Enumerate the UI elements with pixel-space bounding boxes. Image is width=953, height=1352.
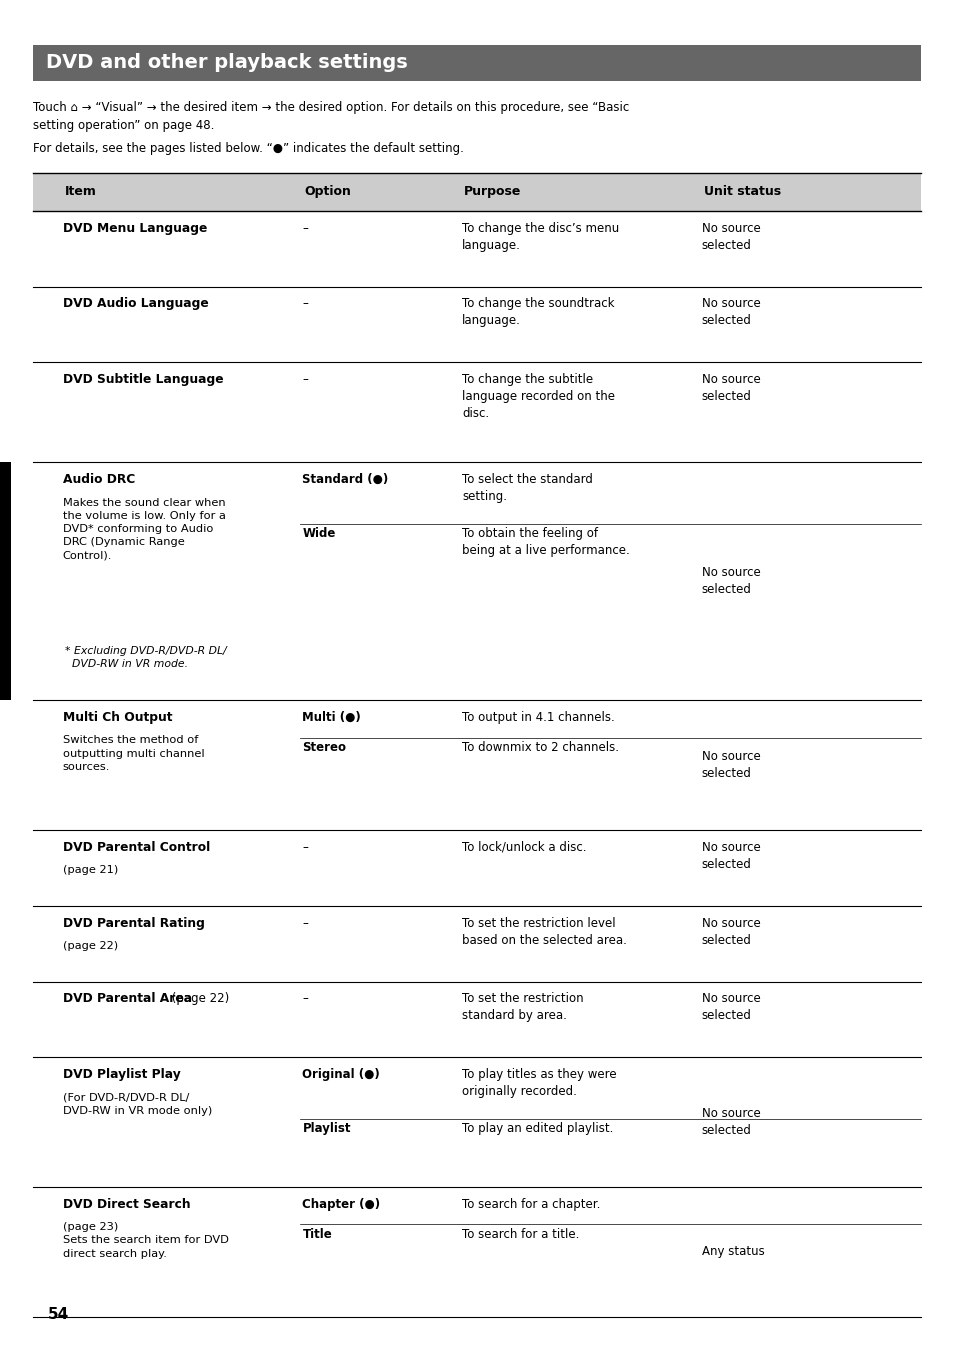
Text: –: – — [302, 297, 308, 311]
Text: (page 22): (page 22) — [63, 941, 118, 950]
Text: DVD Parental Control: DVD Parental Control — [63, 841, 210, 854]
Text: DVD Parental Area: DVD Parental Area — [63, 992, 192, 1006]
Text: To change the disc’s menu
language.: To change the disc’s menu language. — [461, 222, 618, 251]
FancyBboxPatch shape — [33, 173, 920, 211]
Text: No source
selected: No source selected — [700, 222, 760, 251]
Text: Original (●): Original (●) — [302, 1068, 379, 1082]
Text: Any status: Any status — [700, 1245, 763, 1259]
Text: Multi Ch Output: Multi Ch Output — [63, 711, 172, 725]
Text: No source
selected: No source selected — [700, 750, 760, 780]
Text: –: – — [302, 992, 308, 1006]
Text: DVD Menu Language: DVD Menu Language — [63, 222, 207, 235]
Text: Multi (●): Multi (●) — [302, 711, 361, 725]
Text: To obtain the feeling of
being at a live performance.: To obtain the feeling of being at a live… — [461, 527, 629, 557]
Text: (page 22): (page 22) — [168, 992, 230, 1006]
Text: DVD and other playback settings: DVD and other playback settings — [46, 53, 407, 73]
Text: Wide: Wide — [302, 527, 335, 541]
Text: To search for a title.: To search for a title. — [461, 1228, 578, 1241]
Text: To play an edited playlist.: To play an edited playlist. — [461, 1122, 613, 1136]
FancyBboxPatch shape — [0, 462, 11, 700]
Text: Makes the sound clear when
the volume is low. Only for a
DVD* conforming to Audi: Makes the sound clear when the volume is… — [63, 498, 226, 560]
Text: To lock/unlock a disc.: To lock/unlock a disc. — [461, 841, 586, 854]
Text: Playlist: Playlist — [302, 1122, 351, 1136]
Text: * Excluding DVD-R/DVD-R DL/
  DVD-RW in VR mode.: * Excluding DVD-R/DVD-R DL/ DVD-RW in VR… — [65, 646, 226, 669]
Text: DVD Subtitle Language: DVD Subtitle Language — [63, 373, 223, 387]
Text: DVD Direct Search: DVD Direct Search — [63, 1198, 191, 1211]
Text: No source
selected: No source selected — [700, 1107, 760, 1137]
FancyBboxPatch shape — [33, 45, 920, 81]
Text: To downmix to 2 channels.: To downmix to 2 channels. — [461, 741, 618, 754]
Text: –: – — [302, 841, 308, 854]
Text: To play titles as they were
originally recorded.: To play titles as they were originally r… — [461, 1068, 616, 1098]
Text: To set the restriction level
based on the selected area.: To set the restriction level based on th… — [461, 917, 626, 946]
Text: Switches the method of
outputting multi channel
sources.: Switches the method of outputting multi … — [63, 735, 204, 772]
Text: No source
selected: No source selected — [700, 373, 760, 403]
Text: Standard (●): Standard (●) — [302, 473, 388, 487]
Text: To search for a chapter.: To search for a chapter. — [461, 1198, 599, 1211]
Text: DVD Parental Rating: DVD Parental Rating — [63, 917, 205, 930]
Text: (For DVD-R/DVD-R DL/
DVD-RW in VR mode only): (For DVD-R/DVD-R DL/ DVD-RW in VR mode o… — [63, 1092, 212, 1115]
Text: Audio DRC: Audio DRC — [63, 473, 135, 487]
Text: (page 21): (page 21) — [63, 865, 118, 875]
Text: No source
selected: No source selected — [700, 992, 760, 1022]
Text: DVD Audio Language: DVD Audio Language — [63, 297, 209, 311]
Text: 54: 54 — [48, 1307, 69, 1322]
Text: No source
selected: No source selected — [700, 297, 760, 327]
Text: For details, see the pages listed below. “●” indicates the default setting.: For details, see the pages listed below.… — [33, 142, 464, 155]
Text: (page 23)
Sets the search item for DVD
direct search play.: (page 23) Sets the search item for DVD d… — [63, 1222, 229, 1259]
Text: Title: Title — [302, 1228, 332, 1241]
Text: –: – — [302, 373, 308, 387]
Text: To select the standard
setting.: To select the standard setting. — [461, 473, 593, 503]
Text: Option: Option — [304, 185, 351, 199]
Text: To set the restriction
standard by area.: To set the restriction standard by area. — [461, 992, 583, 1022]
Text: Chapter (●): Chapter (●) — [302, 1198, 380, 1211]
Text: No source
selected: No source selected — [700, 566, 760, 596]
Text: To output in 4.1 channels.: To output in 4.1 channels. — [461, 711, 615, 725]
Text: To change the soundtrack
language.: To change the soundtrack language. — [461, 297, 614, 327]
Text: –: – — [302, 917, 308, 930]
Text: Touch ⌂ → “Visual” → the desired item → the desired option. For details on this : Touch ⌂ → “Visual” → the desired item → … — [33, 101, 629, 132]
Text: To change the subtitle
language recorded on the
disc.: To change the subtitle language recorded… — [461, 373, 615, 420]
Text: DVD Playlist Play: DVD Playlist Play — [63, 1068, 180, 1082]
Text: Stereo: Stereo — [302, 741, 346, 754]
Text: Purpose: Purpose — [463, 185, 521, 199]
Text: No source
selected: No source selected — [700, 917, 760, 946]
Text: Unit status: Unit status — [702, 185, 780, 199]
Text: No source
selected: No source selected — [700, 841, 760, 871]
Text: Item: Item — [65, 185, 96, 199]
Text: –: – — [302, 222, 308, 235]
